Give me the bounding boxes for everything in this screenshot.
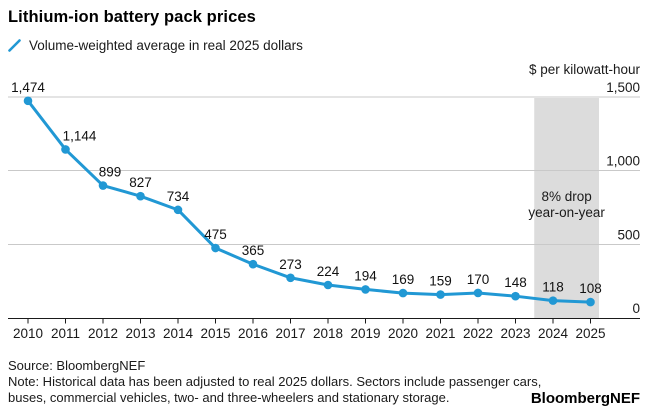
x-tick-label: 2023 <box>500 326 530 341</box>
data-point <box>136 191 145 201</box>
y-tick-label: 1,500 <box>606 80 640 95</box>
data-label: 1,474 <box>11 80 45 95</box>
data-label: 159 <box>429 274 452 289</box>
data-label: 365 <box>242 243 265 258</box>
y-tick-label: 500 <box>617 227 640 242</box>
data-label: 273 <box>279 257 302 272</box>
x-tick-label: 2014 <box>163 326 194 341</box>
data-point <box>286 273 295 283</box>
data-point <box>361 285 370 294</box>
band-annotation: 8% drop <box>541 189 591 204</box>
data-point <box>548 296 558 305</box>
x-tick-label: 2018 <box>313 326 343 341</box>
page-title: Lithium-ion battery pack prices <box>8 8 256 26</box>
x-tick-label: 2022 <box>463 326 493 341</box>
x-tick-label: 2016 <box>238 326 268 341</box>
data-point <box>511 291 520 301</box>
data-point <box>98 181 108 190</box>
data-point <box>23 96 33 106</box>
data-label: 169 <box>392 272 415 287</box>
y-tick-label: 1,000 <box>606 154 640 169</box>
x-tick-label: 2024 <box>538 326 569 341</box>
x-tick-label: 2012 <box>88 326 118 341</box>
band-annotation: year-on-year <box>528 205 605 220</box>
data-label: 734 <box>167 189 190 204</box>
data-label: 194 <box>354 268 377 283</box>
data-label: 1,144 <box>63 128 97 143</box>
source-text: Source: BloombergNEF <box>8 358 146 373</box>
data-point <box>436 290 445 299</box>
data-label: 827 <box>129 175 152 190</box>
highlight-band <box>534 98 599 318</box>
data-point <box>586 297 595 307</box>
data-point <box>248 259 258 269</box>
data-point <box>173 205 183 215</box>
data-point <box>398 288 408 298</box>
brand-logo: BloombergNEF <box>530 390 640 407</box>
legend-label: Volume-weighted average in real 2025 dol… <box>29 38 303 53</box>
data-point <box>323 280 333 290</box>
data-label: 899 <box>99 165 122 180</box>
x-tick-label: 2019 <box>350 326 380 341</box>
x-tick-label: 2025 <box>575 326 605 341</box>
x-tick-label: 2021 <box>425 326 455 341</box>
note-line-2: buses, commercial vehicles, two- and thr… <box>8 390 450 405</box>
data-point <box>211 243 220 253</box>
data-label: 224 <box>317 264 340 279</box>
data-label: 108 <box>579 281 602 296</box>
legend: Volume-weighted average in real 2025 dol… <box>8 38 303 53</box>
data-point <box>61 145 70 154</box>
data-label: 148 <box>504 275 527 290</box>
y-tick-label: 0 <box>632 301 640 316</box>
y-axis-unit-label: $ per kilowatt-hour <box>528 62 640 77</box>
note-line-1: Note: Historical data has been adjusted … <box>8 374 542 389</box>
data-label: 118 <box>542 280 564 295</box>
x-tick-label: 2013 <box>125 326 155 341</box>
x-tick-label: 2020 <box>388 326 418 341</box>
x-tick-label: 2011 <box>51 326 80 341</box>
x-tick-label: 2017 <box>275 326 305 341</box>
x-tick-label: 2015 <box>200 326 230 341</box>
data-point <box>473 288 483 298</box>
footer: Source: BloombergNEF Note: Historical da… <box>8 358 541 406</box>
data-label: 170 <box>467 272 490 287</box>
price-line <box>26 99 592 304</box>
data-label: 475 <box>204 227 227 242</box>
legend-slash-icon <box>8 39 21 52</box>
x-tick-label: 2010 <box>13 326 43 341</box>
